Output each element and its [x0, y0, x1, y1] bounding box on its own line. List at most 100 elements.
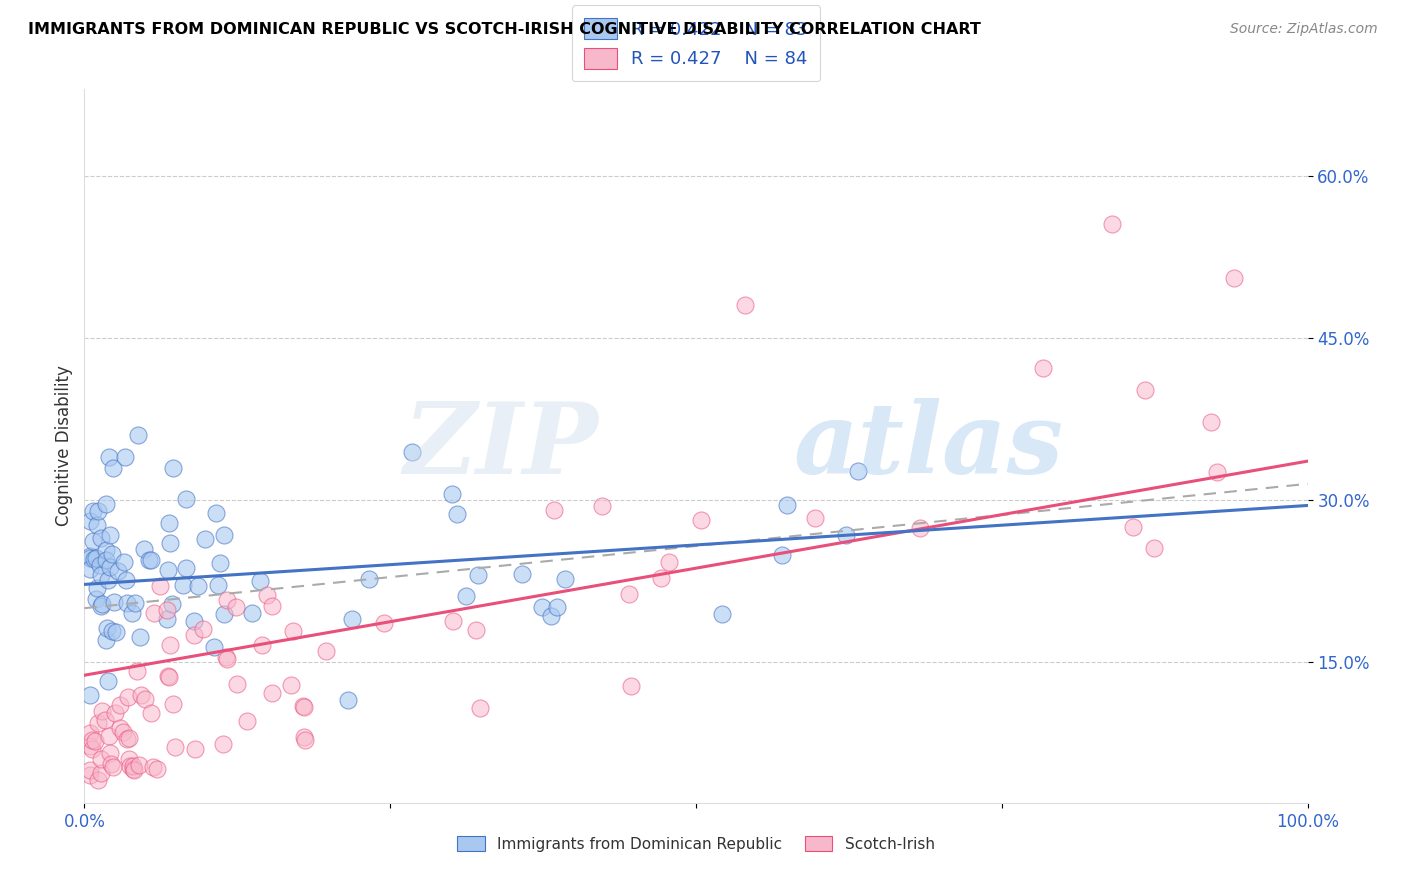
Point — [283, 624, 305, 638]
Point — [225, 677, 247, 691]
Point — [211, 738, 233, 752]
Point — [143, 606, 166, 620]
Point — [98, 528, 121, 542]
Point — [357, 572, 380, 586]
Point — [467, 568, 489, 582]
Point — [249, 574, 271, 589]
Point — [129, 688, 152, 702]
Point — [337, 693, 360, 707]
Point — [620, 679, 643, 693]
Point — [207, 578, 229, 592]
Point — [100, 757, 122, 772]
Point — [159, 638, 181, 652]
Point — [225, 600, 247, 615]
Point — [84, 550, 107, 565]
Point — [138, 553, 160, 567]
Point — [240, 606, 263, 620]
Point — [1143, 541, 1166, 555]
Point — [134, 692, 156, 706]
Point — [96, 543, 118, 558]
Point — [103, 594, 125, 608]
Point — [776, 499, 799, 513]
Point — [98, 560, 121, 574]
Point — [183, 628, 205, 642]
Point — [117, 596, 139, 610]
Point — [650, 571, 672, 585]
Point — [441, 614, 464, 628]
Point — [212, 527, 235, 541]
Point — [292, 730, 315, 744]
Point — [122, 759, 145, 773]
Point — [145, 762, 167, 776]
Point — [1199, 415, 1222, 429]
Point — [127, 428, 149, 442]
Text: atlas: atlas — [794, 398, 1064, 494]
Text: IMMIGRANTS FROM DOMINICAN REPUBLIC VS SCOTCH-IRISH COGNITIVE DISABILITY CORRELAT: IMMIGRANTS FROM DOMINICAN REPUBLIC VS SC… — [28, 22, 981, 37]
Point — [294, 699, 316, 714]
Point — [734, 298, 756, 312]
Point — [260, 599, 283, 613]
Point — [163, 739, 186, 754]
Point — [82, 504, 104, 518]
Point — [79, 551, 101, 566]
Point — [139, 553, 162, 567]
Point — [104, 706, 127, 720]
Point — [128, 757, 150, 772]
Point — [208, 557, 231, 571]
Point — [94, 497, 117, 511]
Point — [204, 506, 226, 520]
Point — [89, 558, 111, 572]
Point — [174, 492, 197, 507]
Point — [79, 514, 101, 528]
Point — [157, 670, 180, 684]
Point — [121, 607, 143, 621]
Point — [546, 600, 568, 615]
Point — [149, 579, 172, 593]
Point — [156, 563, 179, 577]
Point — [256, 588, 278, 602]
Point — [90, 766, 112, 780]
Point — [157, 516, 180, 531]
Point — [194, 532, 217, 546]
Point — [79, 726, 101, 740]
Point — [835, 528, 858, 542]
Point — [79, 549, 101, 564]
Point — [101, 760, 124, 774]
Point — [846, 464, 869, 478]
Point — [100, 547, 122, 561]
Point — [86, 582, 108, 596]
Point — [82, 534, 104, 549]
Point — [470, 701, 492, 715]
Point — [250, 638, 273, 652]
Point — [115, 732, 138, 747]
Point — [591, 499, 613, 513]
Point — [176, 561, 198, 575]
Point — [162, 698, 184, 712]
Point — [294, 733, 316, 747]
Point — [79, 768, 101, 782]
Point — [108, 721, 131, 735]
Point — [236, 714, 259, 728]
Point — [118, 752, 141, 766]
Point — [115, 573, 138, 587]
Point — [191, 622, 214, 636]
Point — [83, 552, 105, 566]
Point — [107, 564, 129, 578]
Point — [96, 621, 118, 635]
Point — [217, 593, 239, 607]
Point — [97, 729, 120, 743]
Point — [98, 450, 121, 464]
Point — [91, 704, 114, 718]
Point — [202, 640, 225, 654]
Point — [97, 574, 120, 588]
Point — [129, 630, 152, 644]
Point — [118, 759, 141, 773]
Point — [689, 513, 711, 527]
Point — [87, 772, 110, 787]
Point — [98, 746, 121, 760]
Point — [162, 597, 184, 611]
Point — [156, 612, 179, 626]
Point — [1101, 218, 1123, 232]
Point — [101, 624, 124, 638]
Point — [82, 733, 104, 747]
